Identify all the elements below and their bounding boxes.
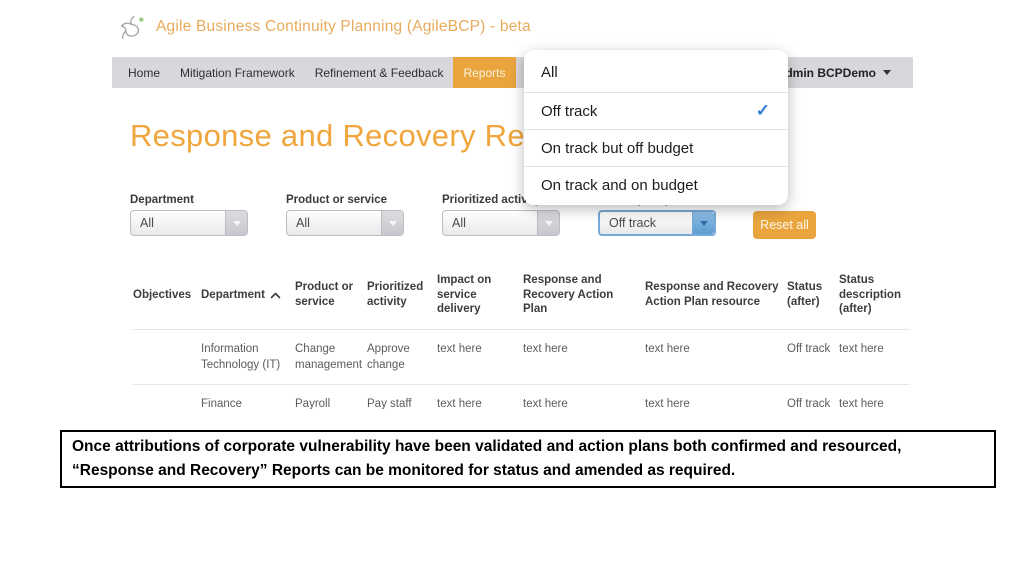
filter-label-prioritized-activity: Prioritized activity bbox=[442, 194, 542, 206]
sort-asc-icon bbox=[270, 292, 281, 299]
table-cell: text here bbox=[437, 343, 482, 355]
filter-department: Department All bbox=[130, 194, 248, 236]
user-menu-label: Admin BCPDemo bbox=[776, 65, 876, 80]
table-row: Information Technology (IT) Change manage… bbox=[133, 329, 909, 384]
filter-product-or-service: Product or service All bbox=[286, 194, 404, 236]
nav-item-reports[interactable]: Reports bbox=[453, 57, 516, 88]
table-header-row: Objectives Department Product or service Pr… bbox=[133, 261, 909, 329]
column-header-status-description-after[interactable]: Status description (after) bbox=[839, 273, 909, 318]
reset-all-button[interactable]: Reset all bbox=[753, 211, 816, 239]
filter-select-status-after[interactable]: Off track bbox=[598, 210, 716, 236]
dropdown-option-label: Off track bbox=[541, 102, 598, 120]
dropdown-option-label: On track but off budget bbox=[541, 139, 694, 157]
select-value: All bbox=[296, 216, 310, 230]
reports-table: Objectives Department Product or service Pr… bbox=[133, 261, 909, 409]
column-header-label: Status description (after) bbox=[839, 273, 901, 316]
column-header-department[interactable]: Department bbox=[201, 288, 289, 303]
nav-item-mitigation-framework[interactable]: Mitigation Framework bbox=[180, 65, 295, 80]
caption-box: Once attributions of corporate vulnerabi… bbox=[60, 430, 996, 488]
table-cell: text here bbox=[523, 343, 568, 355]
table-cell: Change management bbox=[295, 343, 363, 371]
dove-logo-icon bbox=[116, 13, 146, 43]
filter-bar: Department All Product or service All Priori… bbox=[130, 194, 716, 236]
chevron-down-icon[interactable] bbox=[225, 211, 247, 235]
filter-select-prioritized-activity[interactable]: All bbox=[442, 210, 560, 236]
filter-select-department[interactable]: All bbox=[130, 210, 248, 236]
table-row: Finance Payroll Pay staff text here text her… bbox=[133, 384, 909, 409]
user-menu[interactable]: Admin BCPDemo bbox=[777, 57, 891, 88]
column-header-label: Product or service bbox=[295, 281, 354, 308]
select-value: All bbox=[140, 216, 154, 230]
caption-text: Once attributions of corporate vulnerabi… bbox=[72, 437, 902, 479]
filter-status-after: Status (after)Off track bbox=[598, 194, 716, 236]
column-header-status-after[interactable]: Status (after) bbox=[787, 280, 833, 310]
status-dropdown-menu: All Off track ✓ On track but off budget On t… bbox=[524, 50, 788, 205]
dropdown-option-on-track-but-off-budget[interactable]: On track but off budget bbox=[524, 130, 788, 167]
column-header-label: Response and Recovery Action Plan bbox=[523, 273, 614, 316]
table-cell: text here bbox=[645, 343, 690, 355]
chevron-down-icon[interactable] bbox=[381, 211, 403, 235]
select-value: All bbox=[452, 216, 466, 230]
filter-prioritized-activity: Prioritized activity All bbox=[442, 194, 560, 236]
table-cell bbox=[133, 342, 195, 384]
nav-item-refinement-feedback[interactable]: Refinement & Feedback bbox=[314, 65, 444, 80]
column-header-impact-on-service-delivery[interactable]: Impact on service delivery bbox=[437, 273, 517, 318]
table-cell: text here bbox=[839, 398, 884, 409]
check-icon: ✓ bbox=[755, 101, 770, 120]
column-header-label: Impact on service delivery bbox=[437, 273, 492, 316]
filter-label-department: Department bbox=[130, 194, 194, 206]
dropdown-option-label: All bbox=[541, 63, 558, 81]
table-cell: text here bbox=[523, 398, 568, 409]
table-cell: Off track bbox=[787, 398, 831, 409]
dropdown-option-off-track[interactable]: Off track ✓ bbox=[524, 93, 788, 130]
dropdown-option-label: On track and on budget bbox=[541, 176, 698, 194]
filter-select-product-or-service[interactable]: All bbox=[286, 210, 404, 236]
table-cell: Information Technology (IT) bbox=[201, 343, 281, 371]
chevron-down-icon[interactable] bbox=[692, 212, 714, 234]
column-header-label: Objectives bbox=[133, 288, 192, 301]
select-value: Off track bbox=[609, 216, 657, 230]
nav-item-home[interactable]: Home bbox=[128, 65, 161, 80]
table-cell: Pay staff bbox=[367, 398, 412, 409]
column-header-label: Department bbox=[201, 288, 265, 301]
brand-header: Agile Business Continuity Planning (Agil… bbox=[112, 8, 913, 57]
dropdown-option-all[interactable]: All bbox=[524, 52, 788, 93]
navbar: Home Mitigation Framework Refinement & Fee… bbox=[112, 57, 913, 88]
table-cell: text here bbox=[437, 398, 482, 409]
page-title: Response and Recovery Reports bbox=[130, 118, 596, 153]
table-cell bbox=[133, 397, 195, 409]
column-header-response-and-recovery-action-plan-resource[interactable]: Response and Recovery Action Plan resour… bbox=[645, 280, 781, 310]
table-cell: text here bbox=[645, 398, 690, 409]
column-header-label: Response and Recovery Action Plan resour… bbox=[645, 281, 779, 308]
table-cell: Payroll bbox=[295, 398, 331, 409]
table-cell: Finance bbox=[201, 398, 242, 409]
column-header-product-or-service[interactable]: Product or service bbox=[295, 280, 361, 310]
column-header-prioritized-activity[interactable]: Prioritized activity bbox=[367, 280, 431, 310]
table-cell: Approve change bbox=[367, 343, 410, 371]
chevron-down-icon[interactable] bbox=[537, 211, 559, 235]
column-header-label: Prioritized activity bbox=[367, 281, 424, 308]
table-cell: Off track bbox=[787, 343, 831, 355]
caret-down-icon bbox=[883, 70, 891, 75]
column-header-label: Status (after) bbox=[787, 281, 823, 308]
column-header-objectives[interactable]: Objectives bbox=[133, 288, 195, 303]
column-header-response-and-recovery-action-plan[interactable]: Response and Recovery Action Plan bbox=[523, 273, 639, 318]
table-cell: text here bbox=[839, 343, 884, 355]
dropdown-option-on-track-and-on-budget[interactable]: On track and on budget bbox=[524, 167, 788, 203]
filter-label-product-or-service: Product or service bbox=[286, 194, 387, 206]
app-window: Agile Business Continuity Planning (Agil… bbox=[112, 8, 913, 409]
app-title: Agile Business Continuity Planning (Agil… bbox=[156, 18, 531, 35]
nav-items: Home Mitigation Framework Refinement & Fee… bbox=[112, 57, 570, 88]
